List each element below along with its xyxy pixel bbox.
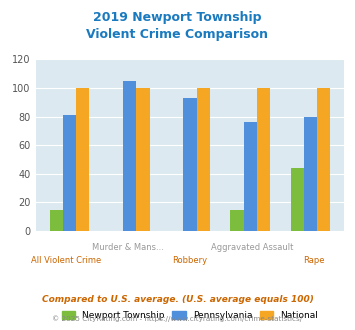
Bar — [257, 88, 270, 231]
Bar — [50, 210, 63, 231]
Bar — [304, 116, 317, 231]
Text: Robbery: Robbery — [173, 256, 207, 265]
Bar — [136, 88, 149, 231]
Text: All Violent Crime: All Violent Crime — [31, 256, 102, 265]
Text: Rape: Rape — [303, 256, 324, 265]
Bar — [230, 210, 244, 231]
Bar — [63, 115, 76, 231]
Bar — [76, 88, 89, 231]
Text: Aggravated Assault: Aggravated Assault — [211, 243, 293, 251]
Bar — [197, 88, 210, 231]
Bar — [244, 122, 257, 231]
Text: © 2025 CityRating.com - https://www.cityrating.com/crime-statistics/: © 2025 CityRating.com - https://www.city… — [53, 315, 302, 322]
Bar — [183, 98, 197, 231]
Legend: Newport Township, Pennsylvania, National: Newport Township, Pennsylvania, National — [58, 308, 322, 324]
Bar — [317, 88, 330, 231]
Bar — [290, 168, 304, 231]
Text: 2019 Newport Township
Violent Crime Comparison: 2019 Newport Township Violent Crime Comp… — [87, 11, 268, 41]
Text: Murder & Mans...: Murder & Mans... — [92, 243, 164, 251]
Bar — [123, 81, 136, 231]
Text: Compared to U.S. average. (U.S. average equals 100): Compared to U.S. average. (U.S. average … — [42, 295, 313, 304]
